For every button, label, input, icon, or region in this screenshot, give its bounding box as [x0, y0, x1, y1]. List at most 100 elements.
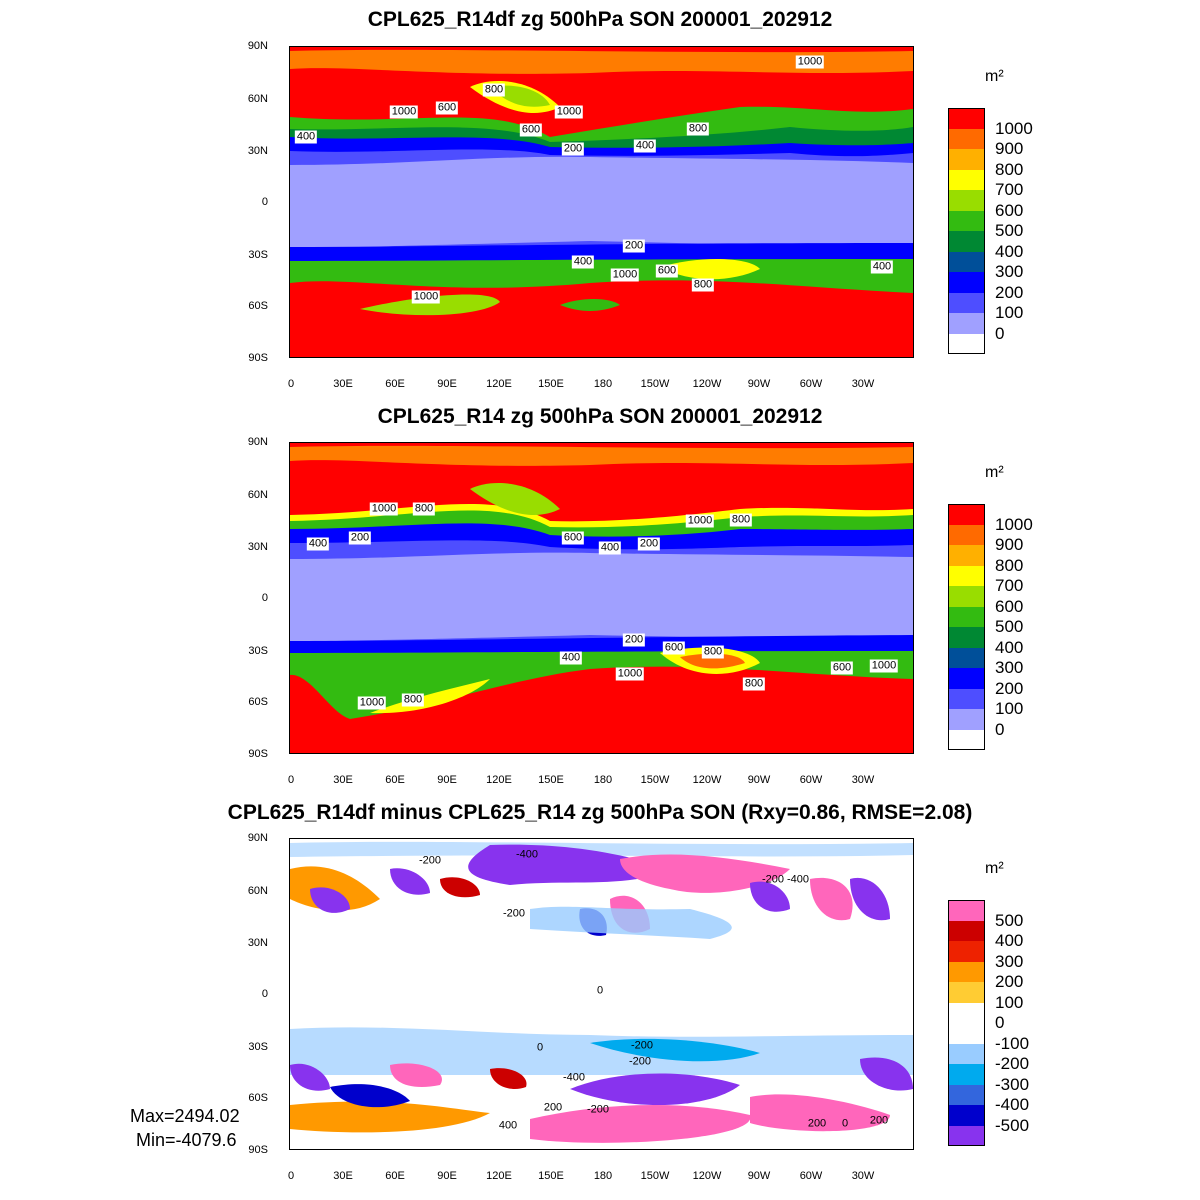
legend-swatch	[948, 524, 985, 545]
lat-label: 30S	[248, 1041, 268, 1053]
lat-label: 30N	[247, 541, 268, 553]
lon-label: 0	[287, 774, 295, 786]
legend-swatch	[948, 565, 985, 586]
legend-value: 200	[995, 282, 1024, 302]
legend-swatch	[948, 688, 985, 709]
lon-label: 0	[287, 378, 295, 390]
contour-label: -200	[502, 907, 526, 920]
contour-label: -200	[761, 873, 785, 886]
contour-label: 0	[536, 1041, 544, 1054]
lat-label: 30N	[247, 145, 268, 157]
contour-label: 0	[841, 1117, 849, 1130]
legend-swatch	[948, 504, 985, 525]
lat-label: 60S	[248, 1092, 268, 1104]
contour-label: 200	[869, 1114, 889, 1127]
lat-label: 90N	[247, 436, 268, 448]
legend-value: 800	[995, 555, 1024, 575]
lon-label: 180	[593, 774, 613, 786]
legend-swatch	[948, 149, 985, 170]
lat-label: 90S	[248, 1144, 268, 1156]
lat-label: 90N	[247, 832, 268, 844]
contour-label: 200	[561, 142, 585, 156]
legend-swatch	[948, 900, 985, 921]
panel-2-title: CPL625_R14 zg 500hPa SON 200001_202912	[377, 405, 823, 428]
contour-label: 1000	[389, 105, 419, 119]
legend-unit: m²	[985, 68, 1004, 85]
legend-swatch	[948, 1105, 985, 1126]
panel-3-title: CPL625_R14df minus CPL625_R14 zg 500hPa …	[227, 801, 973, 824]
legend-value: -200	[995, 1054, 1030, 1073]
legend-swatch	[948, 627, 985, 648]
lon-label: 120W	[692, 774, 722, 786]
contour-label: 400	[498, 1119, 518, 1132]
legend-value: 400	[995, 637, 1024, 657]
legend-swatch	[948, 920, 985, 941]
contour-label: 400	[598, 541, 622, 555]
legend-swatch	[948, 586, 985, 607]
legend-value: 100	[995, 303, 1024, 322]
contour-label: 400	[559, 651, 583, 665]
contour-label: 200	[637, 537, 661, 551]
panel-3-map	[289, 838, 914, 1150]
contour-label: 1000	[411, 290, 441, 304]
contour-label: 400	[870, 260, 894, 274]
lon-label: 150E	[538, 1170, 564, 1182]
lon-label: 180	[593, 1170, 613, 1182]
legend-value: 1000	[995, 514, 1033, 534]
contour-label: 1000	[554, 105, 584, 119]
legend-swatch	[948, 709, 985, 730]
contour-label: 800	[742, 677, 766, 691]
legend-swatch	[948, 292, 985, 313]
panel-1-field	[290, 47, 913, 357]
contour-label: 600	[561, 531, 585, 545]
lon-label: 120E	[486, 774, 512, 786]
legend-swatch	[948, 272, 985, 293]
legend-swatch	[948, 108, 985, 129]
legend-swatch	[948, 982, 985, 1003]
legend-swatch	[948, 668, 985, 689]
legend-swatch	[948, 251, 985, 272]
legend-value: 0	[995, 1013, 1005, 1032]
lon-label: 60E	[385, 1170, 405, 1182]
legend-value: 600	[995, 596, 1024, 616]
legend-swatch	[948, 333, 985, 354]
lon-label: 30E	[333, 774, 353, 786]
legend-value: 300	[995, 262, 1024, 281]
legend-value: 600	[995, 200, 1024, 220]
contour-label: -200	[628, 1055, 652, 1068]
contour-label: 1000	[610, 268, 640, 282]
legend-value: 900	[995, 535, 1024, 554]
contour-label: 800	[401, 693, 425, 707]
legend-value: 100	[995, 699, 1024, 718]
lat-label: 30S	[248, 645, 268, 657]
legend-swatch	[948, 941, 985, 962]
lat-label: 60S	[248, 300, 268, 312]
contour-label: 600	[662, 641, 686, 655]
legend-value: 800	[995, 159, 1024, 179]
contour-label: -400	[515, 848, 539, 861]
legend-value: 500	[995, 221, 1024, 240]
legend-unit: m²	[985, 860, 1004, 877]
legend-value: 700	[995, 576, 1024, 595]
lon-label: 120W	[692, 378, 722, 390]
min-label: Min=-4079.6	[136, 1130, 237, 1150]
contour-label: 400	[571, 255, 595, 269]
lat-label: 0	[261, 196, 268, 208]
lat-label: 60N	[247, 489, 268, 501]
legend-value: -400	[995, 1095, 1030, 1114]
lat-label: 30N	[247, 937, 268, 949]
contour-label: 200	[622, 633, 646, 647]
lon-label: 150W	[640, 1170, 670, 1182]
lon-label: 150W	[640, 378, 670, 390]
lon-label: 0	[287, 1170, 295, 1182]
lat-label: 90S	[248, 352, 268, 364]
legend-value: 1000	[995, 118, 1033, 138]
lon-label: 60W	[799, 1170, 823, 1182]
lon-label: 30W	[851, 774, 875, 786]
lon-label: 60W	[799, 378, 823, 390]
contour-label: 800	[691, 278, 715, 292]
lon-label: 150W	[640, 774, 670, 786]
legend-value: 500	[995, 617, 1024, 636]
legend-value: 0	[995, 323, 1005, 343]
lat-label: 60S	[248, 696, 268, 708]
